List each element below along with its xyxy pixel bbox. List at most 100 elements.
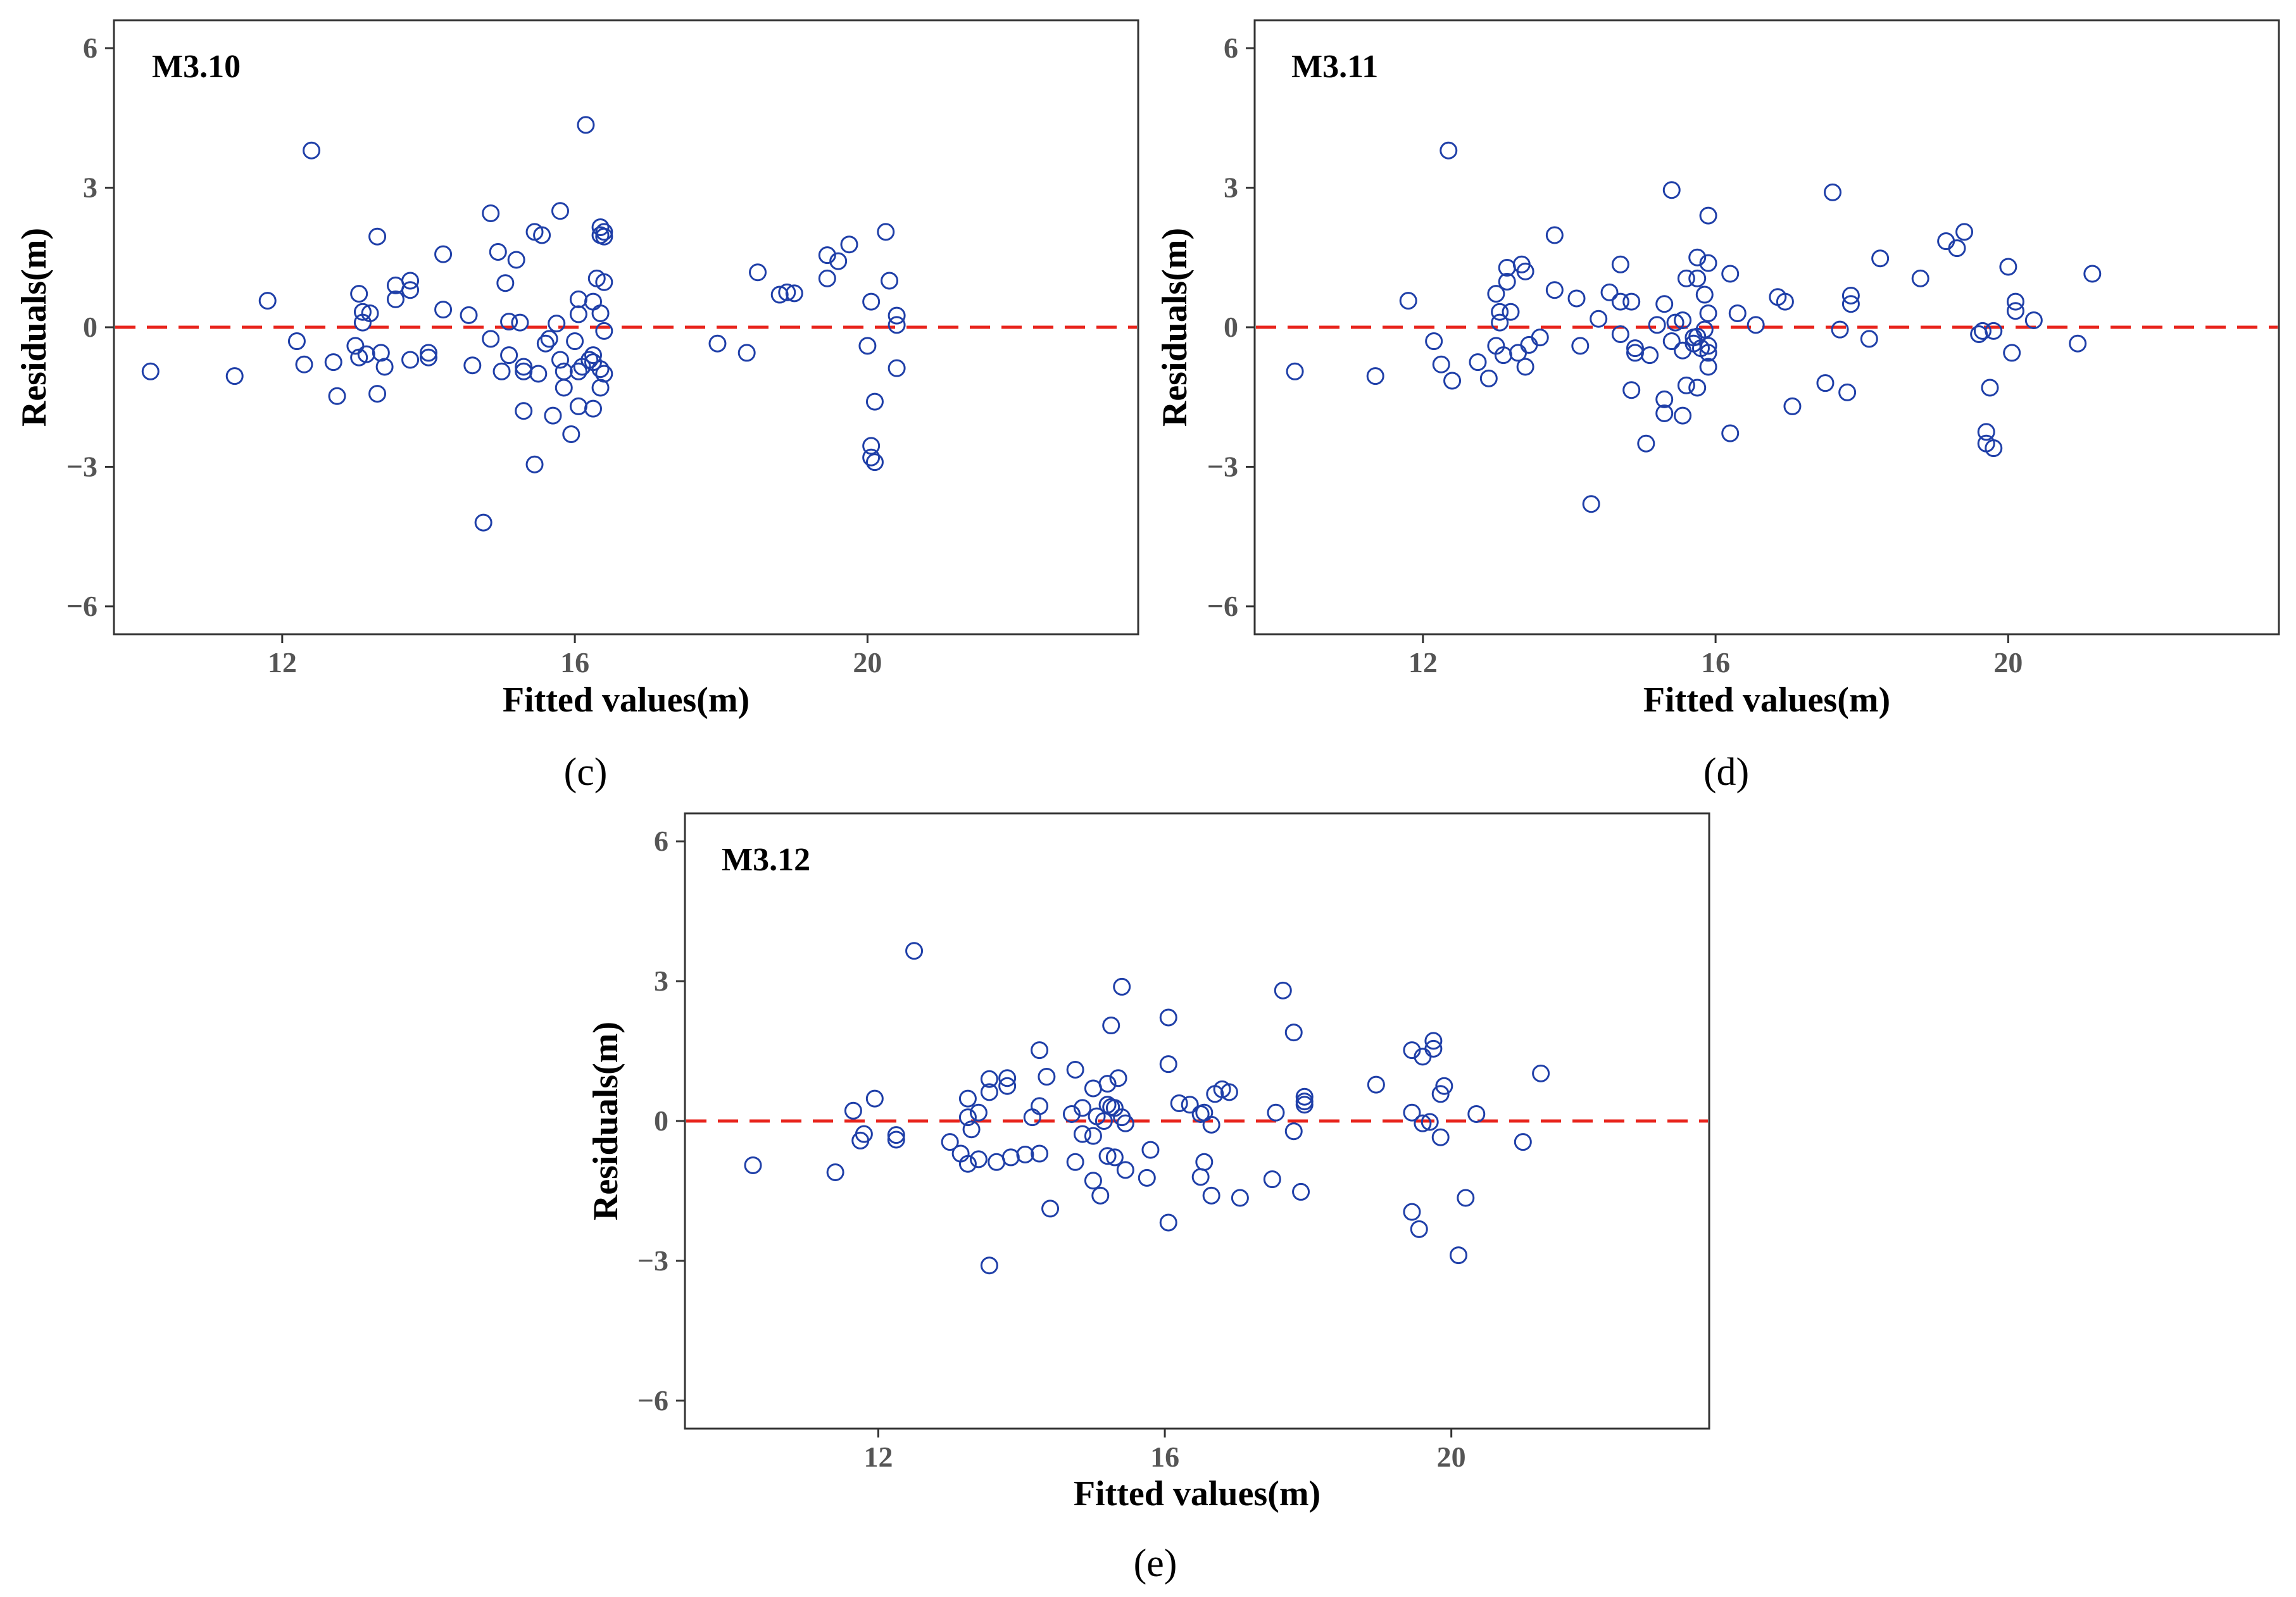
data-point: [515, 402, 533, 420]
data-point: [2006, 302, 2024, 320]
data-point: [1098, 1147, 1117, 1165]
data-point: [591, 360, 610, 379]
data-point: [1399, 292, 1417, 310]
data-point: [1655, 390, 1674, 408]
data-point: [1116, 1114, 1134, 1132]
x-tick-label: 16: [1150, 1441, 1179, 1473]
scatter-panel-m3-10: −6 −3 0 3 6 12 16 20 M3.10 Fitted values(m) Re…: [15, 19, 1139, 794]
data-point: [1611, 325, 1629, 344]
data-point: [1611, 255, 1629, 273]
data-point: [482, 330, 500, 348]
data-point: [1424, 1039, 1443, 1058]
data-point: [1274, 981, 1292, 999]
data-point: [584, 399, 602, 418]
y-tick-label: 6: [1224, 32, 1238, 64]
data-point: [577, 116, 595, 134]
y-tick-label: −6: [637, 1384, 668, 1417]
data-point: [1367, 1075, 1385, 1094]
data-point: [1091, 1186, 1110, 1205]
panel-title: M3.10: [152, 49, 241, 85]
data-point: [1677, 269, 1695, 287]
data-point: [1431, 1085, 1450, 1103]
data-point: [1622, 292, 1641, 311]
data-point: [419, 348, 437, 366]
y-axis-title: Residuals(m): [15, 228, 54, 427]
data-point: [1095, 1112, 1113, 1130]
data-point: [1688, 269, 1707, 287]
data-point: [818, 246, 836, 265]
data-point: [401, 351, 420, 369]
data-point: [1410, 1220, 1428, 1238]
data-point: [969, 1150, 988, 1168]
data-point: [1699, 358, 1717, 376]
y-tick-label: 0: [83, 311, 97, 343]
data-point: [785, 284, 803, 303]
data-point: [1860, 330, 1878, 348]
data-point: [708, 334, 727, 353]
data-point: [862, 292, 881, 311]
data-point: [1824, 183, 1842, 201]
data-point: [482, 204, 500, 222]
data-point: [862, 448, 881, 467]
data-point: [1985, 439, 2003, 458]
y-tick-label: −6: [1207, 590, 1238, 622]
data-point: [1977, 423, 1995, 441]
data-point: [361, 304, 379, 322]
data-point: [888, 359, 906, 377]
data-point: [2006, 292, 2024, 311]
data-point: [1516, 358, 1534, 376]
data-point: [1425, 332, 1443, 351]
panel-caption: (d): [1703, 751, 1749, 794]
y-tick-label: −3: [637, 1244, 668, 1277]
data-point: [595, 365, 613, 383]
data-point: [1571, 337, 1590, 355]
data-point: [489, 242, 507, 261]
data-point: [401, 272, 420, 290]
data-point: [958, 1089, 977, 1108]
data-point: [584, 346, 602, 365]
data-point: [1699, 254, 1717, 272]
data-point: [1073, 1125, 1091, 1143]
x-tick-label: 12: [268, 646, 297, 679]
data-point: [1641, 346, 1659, 365]
data-point: [818, 269, 836, 287]
data-point: [324, 353, 342, 372]
data-point: [1531, 329, 1549, 347]
data-point: [555, 379, 573, 397]
x-axis-title: Fitted values(m): [1643, 680, 1890, 720]
data-point: [500, 313, 518, 331]
y-axis-title: Residuals(m): [586, 1022, 625, 1220]
data-point: [1181, 1096, 1199, 1114]
data-point: [1783, 397, 1802, 415]
data-point: [1841, 295, 1860, 313]
data-point: [1502, 303, 1520, 321]
data-point: [569, 362, 587, 380]
data-point: [1545, 281, 1564, 299]
data-point: [881, 272, 899, 290]
panel-caption: (e): [1134, 1542, 1177, 1585]
data-point: [1611, 292, 1629, 311]
data-point: [1655, 295, 1674, 313]
y-tick-label: −3: [1207, 450, 1238, 482]
y-tick-label: 6: [83, 32, 97, 64]
data-point: [1084, 1127, 1102, 1145]
x-tick-label: 20: [1993, 646, 2023, 679]
x-tick-label: 16: [1701, 646, 1730, 679]
data-point: [287, 332, 306, 351]
data-point: [1023, 1108, 1041, 1127]
data-point: [551, 351, 569, 369]
x-tick-label: 16: [560, 646, 589, 679]
data-point: [826, 1163, 844, 1181]
data-point: [1105, 1148, 1124, 1167]
data-point: [1220, 1083, 1238, 1101]
data-point: [569, 305, 587, 323]
data-point: [595, 223, 613, 241]
data-point: [225, 367, 244, 385]
data-point: [1403, 1103, 1421, 1122]
data-point: [1955, 223, 1974, 241]
data-point: [1424, 1032, 1443, 1050]
data-point: [1532, 1064, 1550, 1082]
data-point: [1432, 355, 1450, 373]
data-point: [1674, 311, 1692, 329]
data-point: [460, 306, 478, 324]
